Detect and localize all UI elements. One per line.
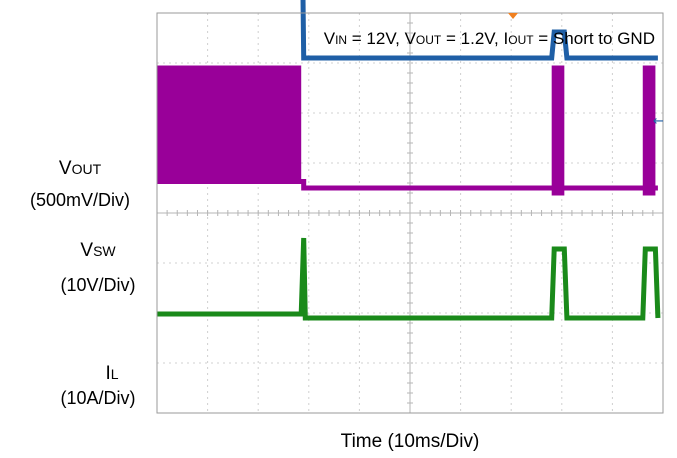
traces xyxy=(157,0,661,321)
x-axis-label: Time (10ms/Div) xyxy=(341,431,480,452)
channel-scale-vout: (500mV/Div) xyxy=(30,190,130,210)
trace-burst xyxy=(551,65,565,196)
trace-line xyxy=(157,237,661,321)
trace-burst xyxy=(642,65,656,196)
trace-line xyxy=(300,0,658,61)
channel-label-vout: VOUT xyxy=(59,158,102,179)
channel-scale-vsw: (10V/Div) xyxy=(60,275,135,295)
plot-border xyxy=(156,12,664,414)
chart-title: VIN = 12V, VOUT = 1.2V, IOUT = Short to … xyxy=(324,29,655,48)
trace-band xyxy=(157,65,302,182)
trace-line xyxy=(157,179,658,191)
channel-label-vsw: VSW xyxy=(80,240,116,261)
level-arrow-icon: ← xyxy=(653,114,664,129)
channel-label-il: IL xyxy=(105,363,118,384)
trigger-marker-icon xyxy=(508,13,518,19)
channel-scale-il: (10A/Div) xyxy=(60,388,135,408)
